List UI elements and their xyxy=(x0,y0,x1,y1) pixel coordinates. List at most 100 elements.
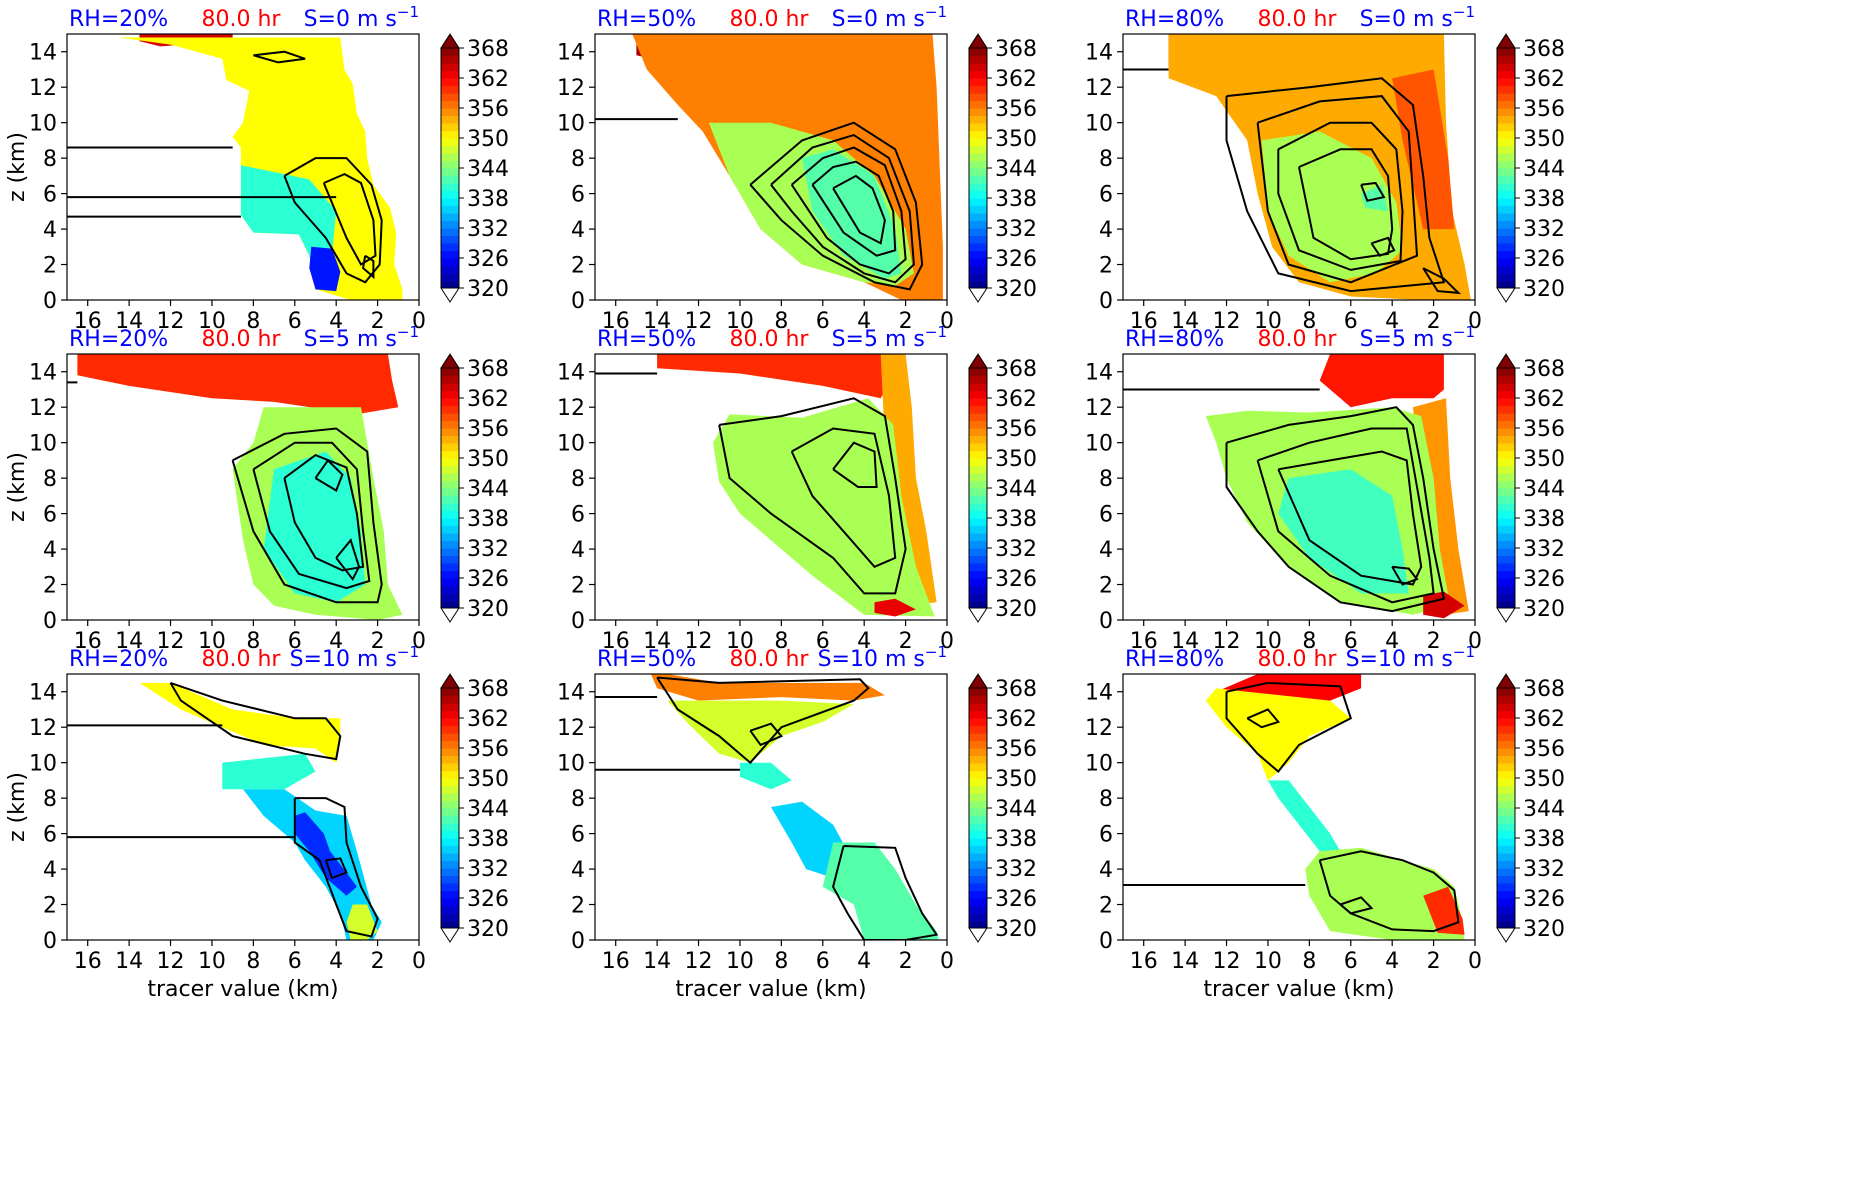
colorbar-segment xyxy=(969,473,987,482)
colorbar-segment xyxy=(969,450,987,459)
filled-region-4 xyxy=(1423,591,1465,619)
colorbar-segment xyxy=(441,830,459,839)
panel-r2c1: 16 14 12 10 8 6 4 2 0 0 2 4 6 8 10 12 14 RH=50% 80.0 hr S=1… xyxy=(557,643,1037,1002)
colorbar-segment xyxy=(1497,123,1515,132)
colorbar-segment xyxy=(441,548,459,557)
filled-region-1 xyxy=(667,700,854,763)
filled-region-3 xyxy=(1278,469,1409,594)
x-tick-label: 6 xyxy=(816,629,830,654)
colorbar-segment xyxy=(441,175,459,184)
contour-line-1 xyxy=(1256,95,1419,284)
colorbar-segment xyxy=(1497,518,1515,527)
plot-content xyxy=(67,354,403,620)
colorbar-segment xyxy=(1497,115,1515,124)
panel-title-rh: RH=80% xyxy=(1125,327,1224,352)
colorbar-segment xyxy=(1497,585,1515,594)
colorbar-segment xyxy=(441,853,459,862)
panel-title-shear: S=0 m s−1 xyxy=(1360,3,1475,32)
colorbar-segment xyxy=(1497,740,1515,749)
colorbar-segment xyxy=(969,785,987,794)
y-tick-label: 2 xyxy=(571,254,585,279)
x-tick-label: 6 xyxy=(288,949,302,974)
x-tick-label: 14 xyxy=(115,949,143,974)
contour-line-2 xyxy=(790,146,907,275)
x-tick-label: 12 xyxy=(1213,629,1241,654)
colorbar-extend-min xyxy=(1496,287,1516,303)
colorbar-segment xyxy=(969,48,987,57)
x-tick-label: 16 xyxy=(602,309,630,334)
colorbar-segment xyxy=(441,920,459,929)
colorbar-tick-label: 368 xyxy=(1523,37,1565,62)
colorbar-tick-label: 326 xyxy=(1523,247,1565,272)
colorbar-segment xyxy=(441,368,459,377)
colorbar-segment xyxy=(969,428,987,437)
y-tick-label: 4 xyxy=(1099,218,1113,243)
x-tick-label: 14 xyxy=(1171,629,1199,654)
y-tick-label: 8 xyxy=(1099,787,1113,812)
colorbar-segment xyxy=(969,63,987,72)
colorbar-segment xyxy=(441,213,459,222)
colorbar-segment xyxy=(1497,443,1515,452)
plot-content xyxy=(595,34,943,300)
contour-line-1 xyxy=(252,441,371,590)
colorbar-segment xyxy=(969,480,987,489)
plot-content xyxy=(1123,674,1465,940)
x-tick-label: 2 xyxy=(899,309,913,334)
y-tick-label: 6 xyxy=(43,183,57,208)
filled-region-3 xyxy=(802,149,902,279)
x-tick-label: 6 xyxy=(288,629,302,654)
y-tick-label: 12 xyxy=(1085,76,1113,101)
panel-title-shear-main: S=5 m s xyxy=(832,327,925,352)
colorbar-segment xyxy=(441,898,459,907)
colorbar-tick-label: 332 xyxy=(995,857,1037,882)
colorbar-segment xyxy=(1497,890,1515,899)
plot-content xyxy=(595,674,939,940)
colorbar-segment xyxy=(969,55,987,64)
contour-line-1 xyxy=(770,134,915,284)
filled-region-1 xyxy=(222,753,316,790)
colorbar-segment xyxy=(1497,830,1515,839)
colorbar-segment xyxy=(1497,905,1515,914)
colorbar-tick-label: 362 xyxy=(1523,67,1565,92)
x-tick-label: 8 xyxy=(774,949,788,974)
y-tick-label: 12 xyxy=(29,76,57,101)
panel-title-time: 80.0 hr xyxy=(730,7,810,32)
colorbar-segment xyxy=(441,258,459,267)
colorbar-segment xyxy=(969,853,987,862)
colorbar-segment xyxy=(969,525,987,534)
colorbar-segment xyxy=(1497,258,1515,267)
colorbar-segment xyxy=(441,205,459,214)
colorbar-tick-label: 344 xyxy=(467,477,509,502)
contour-line-6 xyxy=(1422,267,1462,295)
colorbar-tick-label: 338 xyxy=(1523,187,1565,212)
y-tick-label: 0 xyxy=(1099,929,1113,954)
colorbar-segment xyxy=(441,763,459,772)
colorbar-tick-label: 356 xyxy=(995,97,1037,122)
colorbar-segment xyxy=(969,250,987,259)
x-tick-label: 6 xyxy=(1344,629,1358,654)
x-tick-label: 0 xyxy=(412,949,426,974)
colorbar-segment xyxy=(1497,220,1515,229)
colorbar-segment xyxy=(969,510,987,519)
colorbar-segment xyxy=(1497,823,1515,832)
y-tick-label: 10 xyxy=(29,752,57,777)
panel-title-shear: S=5 m s−1 xyxy=(1360,323,1475,352)
panel-r1c0: 16 14 12 10 8 6 4 2 0 0 2 4 6 8 10 12 14 RH=20% 80.0 hr S=5… xyxy=(5,323,509,654)
y-tick-label: 0 xyxy=(43,289,57,314)
y-tick-label: 0 xyxy=(571,609,585,634)
colorbar-segment xyxy=(1497,130,1515,139)
panel-title-shear-sup: −1 xyxy=(925,323,947,341)
colorbar-tick-label: 356 xyxy=(1523,417,1565,442)
colorbar-segment xyxy=(441,243,459,252)
colorbar-segment xyxy=(969,130,987,139)
colorbar-tick-label: 326 xyxy=(467,567,509,592)
contour-line-0 xyxy=(231,427,383,604)
colorbar-tick-label: 362 xyxy=(1523,387,1565,412)
panel-title-shear-main: S=10 m s xyxy=(290,647,397,672)
y-tick-label: 6 xyxy=(571,183,585,208)
x-tick-label: 4 xyxy=(1385,949,1399,974)
colorbar-segment xyxy=(1497,413,1515,422)
contour-line-1 xyxy=(790,427,897,569)
colorbar-segment xyxy=(1497,78,1515,87)
colorbar-tick-label: 326 xyxy=(995,567,1037,592)
